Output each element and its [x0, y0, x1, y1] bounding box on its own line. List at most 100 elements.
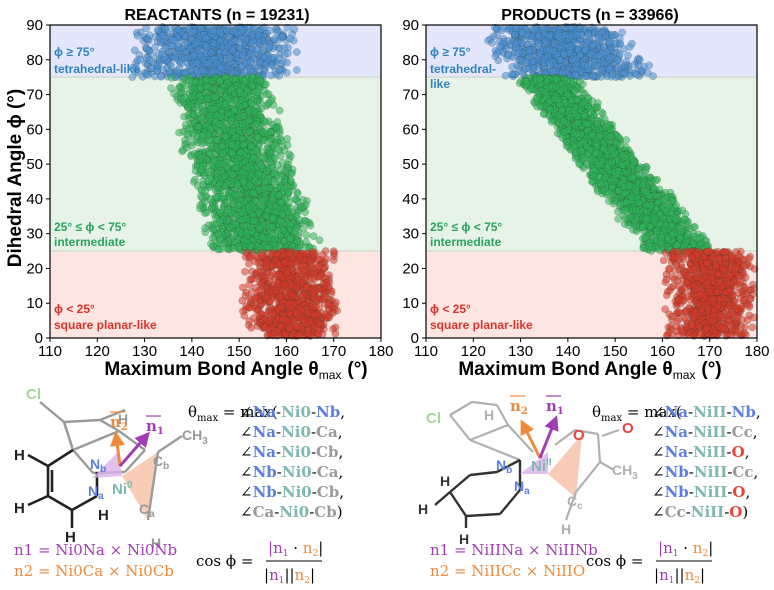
data-point-intermediate [278, 209, 287, 218]
data-point-square-planar [310, 311, 319, 319]
data-point-intermediate [287, 177, 295, 185]
data-point-intermediate [245, 127, 254, 136]
data-point-square-planar [329, 247, 338, 256]
data-point-intermediate [197, 153, 206, 162]
data-point-intermediate [191, 78, 200, 87]
reactants-region-sublabel-intermediate: intermediate [54, 235, 126, 249]
data-point-intermediate [181, 121, 190, 129]
data-point-intermediate [191, 175, 199, 184]
data-point-square-planar [293, 309, 302, 318]
data-point-square-planar [305, 257, 314, 265]
reactants-region-label-intermediate: 25° ≤ ϕ < 75° [54, 220, 126, 234]
data-point-intermediate [215, 77, 224, 85]
data-point-tetrahedral [512, 24, 520, 33]
data-point-tetrahedral [554, 32, 563, 41]
data-point-intermediate [260, 129, 269, 137]
data-point-intermediate [181, 93, 189, 102]
data-point-square-planar [320, 292, 329, 301]
data-point-tetrahedral [508, 63, 516, 71]
data-point-intermediate [225, 193, 234, 202]
data-point-tetrahedral [511, 30, 519, 39]
data-point-tetrahedral [512, 40, 520, 49]
data-point-intermediate [249, 217, 258, 226]
data-point-tetrahedral [157, 72, 165, 81]
data-point-intermediate [277, 199, 286, 207]
data-point-tetrahedral [128, 73, 137, 81]
data-point-intermediate [268, 120, 277, 129]
data-point-intermediate [248, 82, 256, 90]
data-point-tetrahedral [161, 43, 169, 52]
data-point-tetrahedral [275, 44, 284, 53]
data-point-intermediate [255, 224, 264, 233]
data-point-intermediate [232, 157, 241, 166]
data-point-intermediate [239, 112, 248, 120]
data-point-intermediate [284, 160, 292, 169]
data-point-tetrahedral [278, 32, 286, 41]
data-point-tetrahedral [649, 72, 657, 81]
data-point-intermediate [264, 90, 273, 99]
data-point-intermediate [257, 233, 266, 241]
data-point-intermediate [288, 169, 296, 177]
data-point-tetrahedral [188, 35, 196, 44]
data-point-intermediate [236, 86, 244, 95]
data-point-intermediate [274, 145, 283, 154]
data-point-tetrahedral [549, 67, 558, 76]
data-point-tetrahedral [173, 43, 182, 52]
data-point-intermediate [186, 85, 195, 94]
data-point-square-planar [246, 252, 255, 260]
data-point-intermediate [212, 193, 220, 202]
data-point-intermediate [184, 104, 192, 112]
data-point-square-planar [252, 293, 261, 302]
data-point-square-planar [294, 267, 302, 275]
data-point-square-planar [281, 330, 289, 339]
data-point-tetrahedral [207, 48, 216, 57]
reactants-region-label-tetrahedral: ϕ ≥ 75° [54, 45, 95, 59]
data-point-intermediate [267, 128, 276, 136]
data-point-intermediate [201, 224, 209, 233]
data-point-square-planar [272, 287, 280, 296]
data-point-tetrahedral [489, 32, 498, 40]
data-point-intermediate [252, 120, 261, 128]
data-point-tetrahedral [525, 46, 534, 55]
data-point-square-planar [301, 267, 309, 276]
data-point-tetrahedral [571, 70, 580, 79]
data-point-tetrahedral [518, 28, 527, 37]
data-point-intermediate [196, 204, 205, 213]
data-point-intermediate [315, 236, 324, 245]
data-point-square-planar [314, 320, 323, 329]
data-point-square-planar [262, 292, 270, 301]
data-point-tetrahedral [504, 51, 512, 60]
reactants-x-axis-label: Maximum Bond Angle θmax (°) [104, 359, 367, 382]
data-point-square-planar [279, 315, 287, 324]
data-point-tetrahedral [498, 26, 507, 35]
data-point-tetrahedral [584, 62, 592, 70]
x-tick-label: 120 [85, 343, 110, 360]
data-point-square-planar [300, 319, 309, 327]
data-point-tetrahedral [198, 66, 207, 75]
data-point-square-planar [263, 258, 271, 267]
data-point-tetrahedral [605, 38, 614, 47]
data-point-intermediate [167, 84, 175, 92]
data-point-tetrahedral [589, 71, 598, 80]
data-point-tetrahedral [572, 31, 581, 39]
data-point-intermediate [252, 146, 261, 155]
x-tick-label: 170 [321, 343, 346, 360]
reactants-region-label-square: ϕ < 25° [54, 302, 95, 316]
data-point-intermediate [203, 94, 212, 103]
x-tick-label: 180 [368, 343, 393, 360]
data-point-tetrahedral [604, 54, 613, 62]
data-point-tetrahedral [171, 54, 180, 62]
data-point-intermediate [254, 133, 262, 141]
data-point-intermediate [274, 191, 283, 199]
data-point-tetrahedral [286, 35, 294, 43]
data-point-tetrahedral [545, 59, 553, 67]
data-point-intermediate [303, 218, 312, 226]
data-point-intermediate [252, 88, 260, 96]
data-point-intermediate [221, 171, 229, 180]
y-tick-label: 20 [26, 260, 43, 277]
y-tick-label: 40 [26, 191, 43, 208]
data-point-square-planar [260, 274, 269, 283]
data-point-tetrahedral [267, 71, 275, 80]
data-point-square-planar [257, 309, 266, 318]
